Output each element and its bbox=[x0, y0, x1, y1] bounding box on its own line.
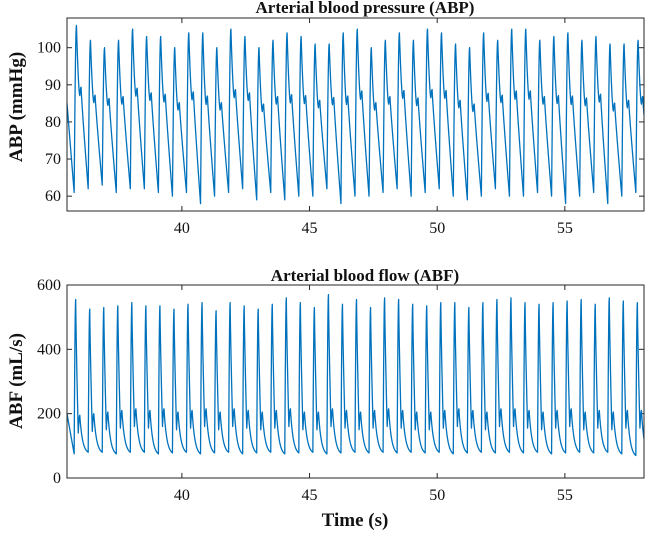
abp-y-tick-label: 80 bbox=[45, 114, 61, 131]
abf-y-tick-label: 400 bbox=[37, 341, 61, 358]
abf-y-tick-label: 600 bbox=[37, 277, 61, 294]
abf-axes-box bbox=[66, 284, 645, 479]
abp-series-line bbox=[66, 24, 645, 205]
abf-y-tick-label: 200 bbox=[37, 406, 61, 423]
abf-x-tick-label: 40 bbox=[174, 487, 190, 504]
abf-panel: Arterial blood flow (ABF) ABF (mL/s) 0 20… bbox=[6, 266, 645, 531]
abp-x-tick-label: 55 bbox=[557, 220, 573, 237]
abf-xlabel: Time (s) bbox=[322, 510, 389, 531]
abf-y-ticks: 0 200 400 600 bbox=[37, 277, 644, 487]
abp-x-tick-label: 50 bbox=[429, 220, 445, 237]
abf-x-tick-label: 50 bbox=[429, 487, 445, 504]
abp-ylabel: ABP (mmHg) bbox=[6, 52, 27, 162]
abp-y-tick-label: 60 bbox=[45, 188, 61, 205]
abp-y-ticks: 60 70 80 90 100 bbox=[37, 40, 644, 205]
abf-series-line bbox=[66, 294, 645, 457]
abf-x-tick-label: 45 bbox=[302, 487, 318, 504]
abp-x-tick-label: 45 bbox=[302, 220, 318, 237]
abp-y-tick-label: 100 bbox=[37, 40, 61, 57]
abp-title: Arterial blood pressure (ABP) bbox=[256, 0, 475, 17]
abp-panel: Arterial blood pressure (ABP) ABP (mmHg)… bbox=[6, 0, 645, 237]
abf-ylabel: ABF (mL/s) bbox=[6, 333, 27, 429]
abp-axes-box bbox=[66, 17, 645, 212]
abf-y-tick-label: 0 bbox=[53, 470, 61, 487]
abf-x-tick-label: 55 bbox=[557, 487, 573, 504]
abp-x-tick-label: 40 bbox=[174, 220, 190, 237]
abf-x-ticks: 40 45 50 55 bbox=[174, 285, 573, 504]
abp-y-tick-label: 70 bbox=[45, 151, 61, 168]
abp-y-tick-label: 90 bbox=[45, 77, 61, 94]
abf-title: Arterial blood flow (ABF) bbox=[271, 266, 459, 285]
abp-x-ticks: 40 45 50 55 bbox=[174, 18, 573, 237]
